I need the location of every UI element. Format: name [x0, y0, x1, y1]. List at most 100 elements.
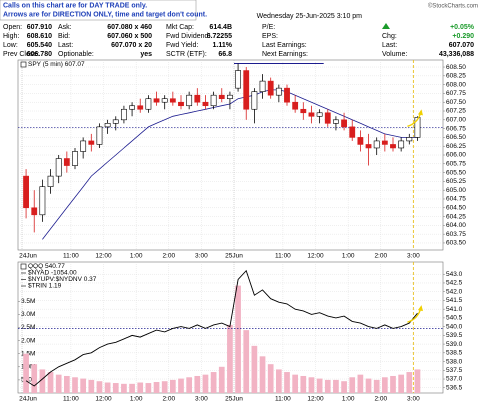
volume-bar [349, 377, 356, 393]
y-tick-label: 540.0 [446, 323, 463, 330]
price-line [25, 269, 418, 387]
y2-tick-label: 2.5M [21, 324, 35, 331]
candle-body [55, 158, 62, 177]
y-tick-label: 607.75 [446, 90, 466, 97]
quote-label: Fwd Yield: [166, 42, 198, 49]
candle-body [178, 101, 184, 107]
quote-value: 6.72255 [207, 33, 232, 40]
volume-bar [39, 369, 46, 393]
candle-body [88, 140, 95, 145]
volume-bar [96, 381, 103, 393]
candle-body [39, 186, 46, 216]
candle-body [112, 119, 119, 124]
y-tick-label: 608.25 [446, 73, 466, 80]
volume-bar [129, 383, 135, 393]
credit: ©StockCharts.com [428, 3, 478, 10]
y-tick-label: 537.5 [446, 367, 463, 374]
y-tick-label: 604.25 [446, 213, 466, 220]
y-tick-label: 604.00 [446, 222, 466, 229]
quote-label: Optionable: [58, 51, 94, 58]
candle-body [63, 158, 70, 166]
candle-body [218, 94, 225, 100]
candle-body [227, 94, 233, 100]
quote-label: Next Earnings: [262, 51, 308, 58]
y-tick-label: 604.50 [446, 204, 466, 211]
y-tick-label: 606.00 [446, 152, 466, 159]
volume-bar [121, 383, 127, 393]
candle-body [357, 137, 364, 145]
quote-value: 607.080 x 460 [107, 24, 152, 31]
volume-bar [357, 374, 364, 393]
candle-body [292, 101, 299, 110]
legend-label: $TRIN 1.19 [28, 283, 62, 290]
y-tick-label: 541.0 [446, 306, 463, 313]
y-tick-label: 606.75 [446, 125, 466, 132]
volume-bar [373, 379, 380, 393]
y-tick-label: 606.25 [446, 143, 466, 150]
quote-label: Last: [58, 42, 73, 49]
y-tick-label: 539.5 [446, 332, 463, 339]
volume-bar [80, 378, 87, 393]
candle-body [259, 80, 266, 92]
y-tick-label: 538.0 [446, 358, 463, 365]
candle-body [186, 94, 193, 107]
volume-bar [275, 369, 282, 393]
volume-bar [47, 372, 54, 393]
datetime: Wednesday 25-Jun-2025 3:10 pm [257, 13, 362, 20]
quote-label: Last Earnings: [262, 42, 307, 49]
quote-value: +0.05% [450, 24, 475, 31]
x-tick-label: 24Jun [19, 253, 37, 260]
y-tick-label: 607.00 [446, 117, 466, 124]
quote-value: 607.070 x 20 [111, 42, 152, 49]
candle-body [308, 112, 315, 117]
volume-bar [23, 353, 29, 393]
quote-value: 606.780 [27, 51, 52, 58]
quote-value: 605.540 [27, 42, 52, 49]
candle-body [390, 144, 396, 149]
y-tick-label: 606.50 [446, 134, 466, 141]
quote-label: Bid: [58, 33, 70, 40]
direction-arrowhead [417, 305, 423, 312]
candle-body [333, 119, 339, 124]
volume-bar [406, 372, 413, 393]
y-tick-label: 542.5 [446, 280, 463, 287]
volume-bar [72, 377, 78, 393]
candle-body [47, 175, 54, 187]
y-tick-label: 603.75 [446, 231, 466, 238]
y-tick-label: 542.0 [446, 288, 463, 295]
quote-label: Prev Close: [3, 51, 39, 58]
candle-body [324, 112, 331, 124]
volume-bar [308, 377, 315, 393]
volume-bar [161, 381, 168, 393]
candle-body [414, 117, 421, 138]
x-tick-label: 3:00 [407, 396, 420, 403]
legend-swatch [20, 61, 27, 68]
y-tick-label: 540.5 [446, 315, 463, 322]
x-tick-label: 2:00 [374, 396, 387, 403]
quote-label: Low: [3, 42, 18, 49]
y-tick-label: 608.50 [446, 64, 466, 71]
volume-bar [88, 379, 95, 393]
y-tick-label: 607.25 [446, 108, 466, 115]
x-tick-label: 11:00 [275, 253, 291, 260]
legend-label: $NYUPV:$NYDNV 0.37 [28, 276, 97, 283]
quote-value: 607.060 x 500 [107, 33, 152, 40]
legend-label: $NYAD -1054.00 [28, 270, 77, 277]
volume-bar [178, 378, 184, 393]
x-tick-label: 25Jun [225, 396, 243, 403]
volume-bar [55, 374, 62, 393]
volume-bar [227, 324, 233, 393]
x-tick-label: 25Jun [225, 253, 243, 260]
volume-bar [63, 375, 70, 393]
candle-body [284, 87, 290, 103]
y-tick-label: 538.5 [446, 350, 463, 357]
x-tick-label: 1:00 [130, 396, 143, 403]
candle-body [267, 80, 274, 96]
direction-arrow [407, 308, 422, 323]
volume-bar [300, 375, 307, 393]
candle-body [365, 144, 372, 149]
quote-label: Fwd Dividend: [166, 33, 210, 40]
quote-label: Chg: [382, 33, 397, 40]
candle-body [398, 140, 405, 149]
